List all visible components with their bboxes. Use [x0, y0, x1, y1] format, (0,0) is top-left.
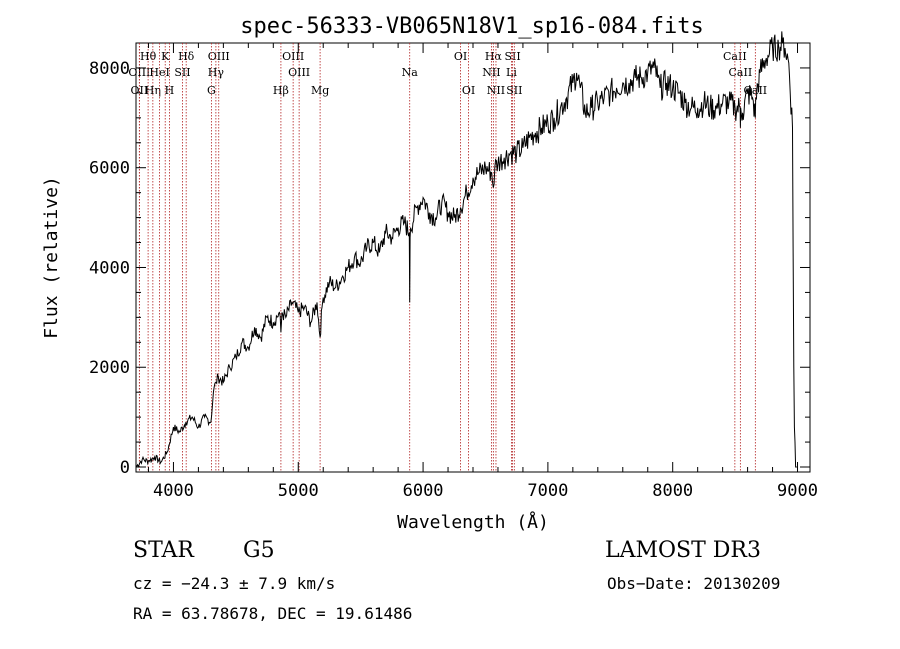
y-axis-label: Flux (relative) [41, 176, 62, 339]
survey-label: LAMOST DR3 [605, 538, 761, 563]
line-label: SII [506, 84, 522, 97]
y-tick-label: 6000 [89, 159, 130, 179]
line-label: OIII [288, 66, 310, 79]
y-tick-label: 0 [120, 458, 130, 478]
line-label: OII [131, 84, 149, 97]
line-label: G [207, 84, 216, 97]
line-label: OIII [128, 66, 150, 79]
line-label: OI [462, 84, 475, 97]
line-label: Hδ [178, 50, 195, 63]
line-label: Hη [145, 84, 161, 97]
line-label: OIII [282, 50, 304, 63]
line-label: OIII [208, 50, 230, 63]
line-label: Na [402, 66, 419, 79]
y-tick-label: 8000 [89, 59, 130, 79]
line-label: Hγ [208, 66, 225, 79]
x-tick-label: 7000 [527, 481, 568, 501]
line-label: Mg [311, 84, 329, 97]
plot-frame [135, 42, 811, 473]
x-tick-label: 6000 [403, 481, 444, 501]
class-label: STAR [133, 538, 194, 563]
x-tick-label: 4000 [153, 481, 194, 501]
y-tick-label: 2000 [89, 358, 130, 378]
x-axis-label: Wavelength (Å) [397, 511, 549, 533]
line-label: NII [482, 66, 500, 79]
line-label: HeI [149, 66, 169, 79]
spectrum-line [135, 31, 797, 468]
line-label: CaII [729, 66, 753, 79]
obs-date-text: Obs−Date: 20130209 [607, 574, 781, 593]
line-label: Hα [485, 50, 503, 63]
line-label: OI [454, 50, 467, 63]
y-tick-label: 4000 [89, 258, 130, 278]
line-label: K [161, 50, 170, 63]
line-label: H [165, 84, 175, 97]
x-tick-label: 5000 [278, 481, 319, 501]
line-label: Hθ [140, 50, 157, 63]
chart-title: spec-56333-VB065N18V1_sp16-084.fits [240, 14, 704, 39]
x-tick-label: 9000 [777, 481, 818, 501]
line-label: CaII [723, 50, 747, 63]
line-label: NII [487, 84, 505, 97]
line-label: Li [506, 66, 517, 79]
redshift-text: cz = −24.3 ± 7.9 km/s [133, 574, 336, 593]
line-label: SII [504, 50, 520, 63]
subclass-label: G5 [243, 538, 275, 563]
line-label: Hβ [273, 84, 289, 97]
coordinates-text: RA = 63.78678, DEC = 19.61486 [133, 604, 413, 623]
line-label: SII [174, 66, 190, 79]
x-tick-label: 8000 [652, 481, 693, 501]
